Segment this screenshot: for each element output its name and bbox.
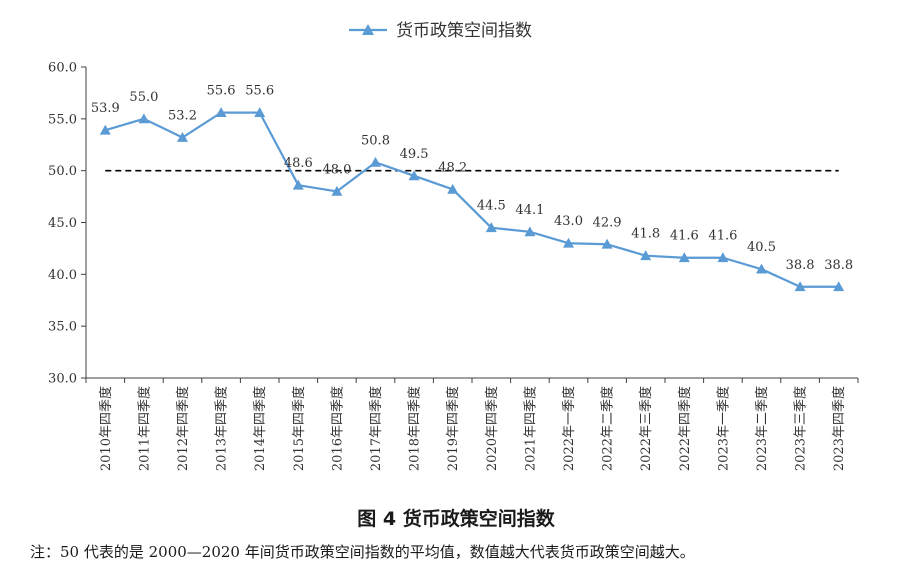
data-label: 42.9 <box>593 215 622 230</box>
data-label: 44.1 <box>515 203 544 218</box>
data-point-marker <box>138 113 150 124</box>
y-tick-label: 50.0 <box>48 164 77 179</box>
x-tick-label: 2019年四季度 <box>445 386 461 471</box>
data-point-marker <box>215 107 227 118</box>
data-label: 43.0 <box>554 214 583 229</box>
data-label: 48.2 <box>438 160 467 175</box>
data-point-marker <box>717 252 729 263</box>
data-label: 48.0 <box>322 162 351 177</box>
figure-caption: 图 4 货币政策空间指数 <box>357 508 555 530</box>
x-tick-label: 2017年四季度 <box>368 386 384 471</box>
x-tick-label: 2010年四季度 <box>98 386 114 471</box>
data-point-marker <box>370 156 381 167</box>
data-label: 55.0 <box>129 90 158 105</box>
data-point-marker <box>292 179 304 190</box>
legend-marker-swatch <box>362 24 374 35</box>
figure-note: 注：50 代表的是 2000—2020 年间货币政策空间指数的平均值，数值越大代… <box>30 543 695 561</box>
data-point-marker <box>640 250 652 261</box>
data-label: 40.5 <box>747 240 776 255</box>
y-tick-label: 60.0 <box>48 61 77 76</box>
x-tick-label: 2021年四季度 <box>522 386 538 471</box>
data-point-marker <box>408 170 420 181</box>
data-label: 53.2 <box>168 108 197 123</box>
x-tick-label: 2015年四季度 <box>291 386 307 471</box>
data-point-marker <box>678 252 690 263</box>
x-tick-label: 2018年四季度 <box>407 386 423 471</box>
data-point-marker <box>254 107 266 118</box>
data-label: 38.8 <box>824 258 853 273</box>
chart: 30.0 35.0 40.0 45.0 50.0 55.0 60.0 2010年四季度 2011… <box>48 21 859 471</box>
y-tick-label: 40.0 <box>48 268 77 283</box>
data-point-marker <box>563 237 574 248</box>
data-label: 41.6 <box>670 229 699 244</box>
x-tick-label: 2022年三季度 <box>638 386 654 471</box>
x-tick-label: 2023年四季度 <box>831 386 847 471</box>
data-point-marker <box>331 185 343 196</box>
x-tick-label: 2022年一季度 <box>561 386 577 471</box>
data-label: 53.9 <box>91 101 120 116</box>
y-tick-label: 35.0 <box>48 320 77 335</box>
data-point-marker <box>756 263 767 274</box>
data-point-marker <box>794 281 806 292</box>
data-label: 41.6 <box>708 229 737 244</box>
data-label: 55.6 <box>207 84 236 99</box>
data-label: 49.5 <box>400 147 429 162</box>
x-tick-label: 2022年二季度 <box>600 386 616 471</box>
data-point-marker <box>601 238 613 249</box>
data-label: 44.5 <box>477 199 506 214</box>
x-tick-label: 2012年四季度 <box>175 386 191 471</box>
legend-label: 货币政策空间指数 <box>396 21 532 41</box>
x-tick-label: 2020年四季度 <box>484 386 500 471</box>
x-tick-label: 2016年四季度 <box>329 386 345 471</box>
data-point-marker <box>99 124 111 135</box>
x-tick-label: 2022年四季度 <box>677 386 693 471</box>
data-label: 50.8 <box>361 133 390 148</box>
x-tick-label: 2023年一季度 <box>715 386 731 471</box>
series-line <box>104 111 839 288</box>
data-label: 38.8 <box>786 258 815 273</box>
x-tick-label: 2023年二季度 <box>754 386 770 471</box>
data-label: 48.6 <box>284 156 313 171</box>
x-tick-label: 2013年四季度 <box>214 386 230 471</box>
data-point-marker <box>524 226 536 237</box>
data-label: 55.6 <box>245 84 274 99</box>
data-point-marker <box>177 131 188 142</box>
y-tick-label: 30.0 <box>48 372 77 387</box>
x-tick-label: 2014年四季度 <box>252 386 268 471</box>
y-tick-label: 55.0 <box>48 112 77 127</box>
data-label: 41.8 <box>631 227 660 242</box>
x-tick-label: 2011年四季度 <box>136 386 152 471</box>
data-point-marker <box>447 183 459 194</box>
data-point-marker <box>833 281 845 292</box>
x-tick-label: 2023年三季度 <box>793 386 809 471</box>
data-point-marker <box>485 222 497 233</box>
y-tick-label: 45.0 <box>48 216 77 231</box>
